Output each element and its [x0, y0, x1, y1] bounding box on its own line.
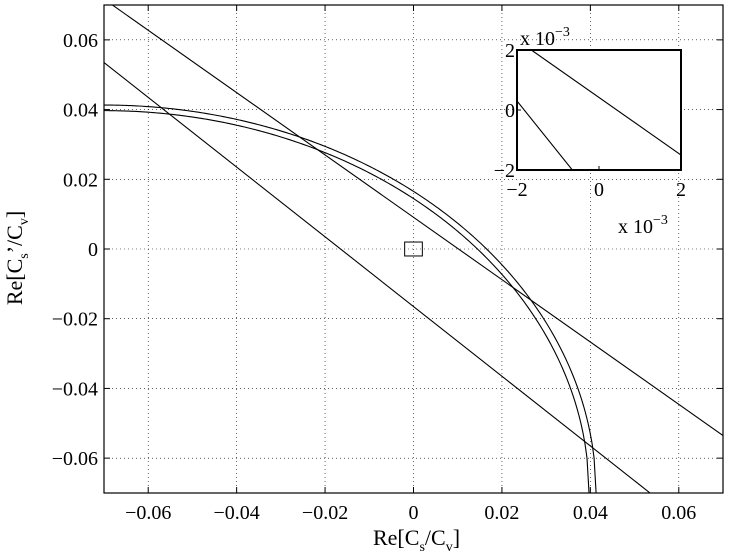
inset-series-line-0: [531, 50, 681, 156]
inset-y-tick-label: −2: [494, 160, 515, 182]
main-series-group: [104, 5, 723, 493]
x-axis-label-mid: /C: [425, 525, 446, 550]
x-tick-label: 0.06: [661, 502, 696, 524]
x-axis-label-sub1: s: [419, 540, 424, 555]
y-tick-label: 0: [88, 239, 98, 261]
zoom-box: [404, 241, 423, 257]
y-axis-label-end: ]: [2, 211, 27, 218]
y-tick-label: 0.04: [63, 100, 98, 122]
x-tick-label: 0.04: [573, 502, 608, 524]
y-axis-label-mid: /C: [2, 225, 27, 246]
x-tick-label: −0.04: [214, 502, 260, 524]
x-tick-label: −0.06: [125, 502, 171, 524]
x-axis-label-end: ]: [453, 525, 460, 550]
y-axis-label-prime: ’: [2, 246, 27, 253]
inset-x-tick-label: 2: [676, 179, 686, 201]
x-tick-label: 0.02: [484, 502, 519, 524]
x-tick-label: 0: [409, 502, 419, 524]
y-axis-label-sub1: s: [17, 253, 32, 258]
y-axis-label-sub2: v: [17, 218, 32, 225]
main-plot-frame: [103, 4, 724, 494]
x-tick-label: −0.02: [302, 502, 348, 524]
main-grid: [104, 5, 723, 493]
y-tick-label: −0.02: [52, 309, 98, 331]
inset-y-scale-base: x 10: [520, 28, 555, 50]
main-series-line-0: [111, 5, 723, 436]
main-series-line-1: [104, 62, 651, 493]
y-tick-label: 0.02: [63, 169, 98, 191]
inset-x-scale-label: x 10−3: [618, 213, 668, 238]
inset-x-tick-label: 0: [594, 179, 604, 201]
y-axis-label: Re[Cs’/Cv]: [2, 211, 32, 305]
inset-x-scale-base: x 10: [618, 216, 653, 238]
y-tick-label: −0.04: [52, 378, 98, 400]
inset-background: [517, 50, 681, 170]
main-ticks: −0.06 −0.04 −0.02 0 0.02 0.04 0.06 −0.06 −0.04 −0…: [52, 5, 723, 524]
y-tick-label: 0.06: [63, 30, 98, 52]
x-axis-label-base: Re[C: [373, 525, 419, 550]
inset-x-tick-label: −2: [506, 179, 527, 201]
inset-x-scale-exp: −3: [653, 213, 668, 228]
inset-y-tick-label: 2: [505, 40, 515, 62]
inset-series-line-1: [517, 100, 573, 170]
inset-y-scale-exp: −3: [555, 25, 570, 40]
x-axis-label: Re[Cs/Cv]: [373, 525, 460, 555]
x-axis-label-sub2: v: [446, 540, 453, 555]
inset-y-scale-label: x 10−3: [520, 25, 570, 50]
main-series-arc-2: [104, 104, 597, 493]
y-axis-label-base: Re[C: [2, 259, 27, 305]
inset-y-tick-label: 0: [505, 100, 515, 122]
main-series-arc-3: [104, 110, 590, 493]
y-tick-label: −0.06: [52, 448, 98, 470]
inset-series-group: [517, 50, 681, 170]
inset-plot-frame: [516, 49, 682, 171]
